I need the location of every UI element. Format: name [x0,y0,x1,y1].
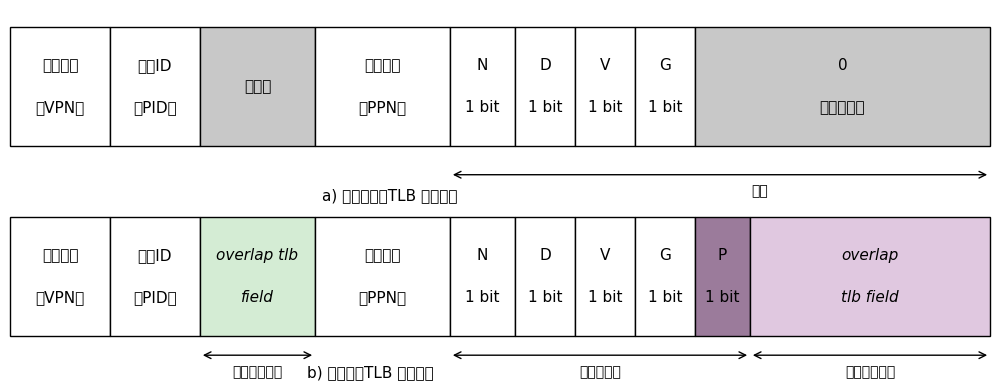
Text: 0: 0 [838,58,847,73]
Text: N: N [477,248,488,263]
Text: G: G [659,248,671,263]
Bar [515,217,575,336]
Text: a) 当前主机的TLB 表项格式: a) 当前主机的TLB 表项格式 [322,188,458,204]
Text: b) 更改后的TLB 表项格式: b) 更改后的TLB 表项格式 [307,365,433,380]
Bar [450,27,515,146]
Text: 1 bit: 1 bit [588,290,622,305]
Text: 1 bit: 1 bit [588,100,622,115]
Bar [200,217,315,336]
Bar [200,27,315,146]
Text: 1 bit: 1 bit [465,290,500,305]
Bar [695,27,990,146]
Text: （PID）: （PID） [133,100,177,115]
Text: 标识: 标识 [752,184,768,198]
Bar [695,217,750,336]
Text: （PPN）: （PPN） [358,100,407,115]
Text: （VPN）: （VPN） [35,290,85,305]
Text: 预留位: 预留位 [244,79,271,94]
Text: （PID）: （PID） [133,290,177,305]
Bar [750,217,990,336]
Text: 虚拟页号: 虚拟页号 [42,248,78,263]
Text: 进程ID: 进程ID [138,248,172,263]
Text: P: P [718,248,727,263]
Text: （预留位）: （预留位） [820,100,865,115]
Text: 进程ID: 进程ID [138,58,172,73]
Text: V: V [600,248,610,263]
Bar [450,217,515,336]
Bar [315,217,450,336]
Bar [575,217,635,336]
Bar [635,27,695,146]
Bar [110,217,200,336]
Text: D: D [539,248,551,263]
Text: 1 bit: 1 bit [528,290,562,305]
Text: 1 bit: 1 bit [528,100,562,115]
Text: 原先的预留位: 原先的预留位 [232,365,282,379]
Text: 物理页号: 物理页号 [364,58,401,73]
Bar [575,27,635,146]
Text: 1 bit: 1 bit [648,100,682,115]
Text: 1 bit: 1 bit [465,100,500,115]
Text: overlap tlb: overlap tlb [216,248,298,263]
Text: G: G [659,58,671,73]
Text: overlap: overlap [841,248,899,263]
Text: N: N [477,58,488,73]
Text: 物理页号: 物理页号 [364,248,401,263]
Text: tlb field: tlb field [841,290,899,305]
Bar [315,27,450,146]
Text: 1 bit: 1 bit [648,290,682,305]
Text: V: V [600,58,610,73]
Text: D: D [539,58,551,73]
Text: （PPN）: （PPN） [358,290,407,305]
Text: （VPN）: （VPN） [35,100,85,115]
Text: 1 bit: 1 bit [705,290,740,305]
Bar [110,27,200,146]
Bar [635,217,695,336]
Text: 原先的预留位: 原先的预留位 [845,365,895,379]
Bar [10,217,110,336]
Bar [10,27,110,146]
Text: 虚拟页号: 虚拟页号 [42,58,78,73]
Text: 扩展的标识: 扩展的标识 [579,365,621,379]
Text: field: field [241,290,274,305]
Bar [515,27,575,146]
